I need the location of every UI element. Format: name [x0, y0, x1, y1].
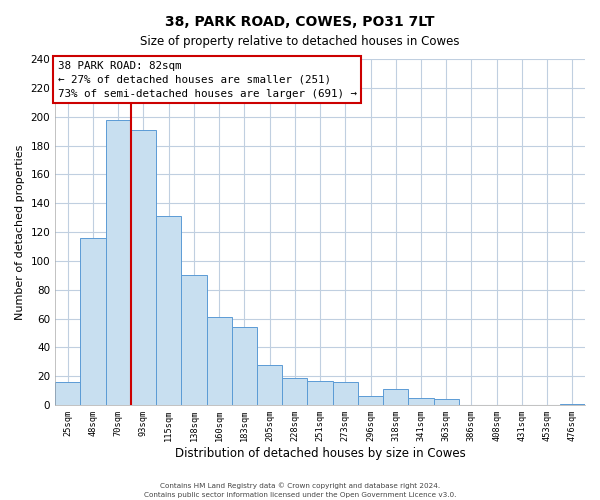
Text: 38, PARK ROAD, COWES, PO31 7LT: 38, PARK ROAD, COWES, PO31 7LT [165, 15, 435, 29]
Text: Contains HM Land Registry data © Crown copyright and database right 2024.
Contai: Contains HM Land Registry data © Crown c… [144, 482, 456, 498]
Text: Size of property relative to detached houses in Cowes: Size of property relative to detached ho… [140, 35, 460, 48]
Bar [131, 130, 156, 405]
Bar [434, 400, 459, 405]
Bar [332, 382, 358, 405]
Bar [383, 389, 409, 405]
Bar [106, 120, 131, 405]
Y-axis label: Number of detached properties: Number of detached properties [15, 144, 25, 320]
Bar [282, 378, 307, 405]
Bar [560, 404, 585, 405]
Bar [358, 396, 383, 405]
X-axis label: Distribution of detached houses by size in Cowes: Distribution of detached houses by size … [175, 447, 466, 460]
Bar [206, 317, 232, 405]
Bar [80, 238, 106, 405]
Bar [409, 398, 434, 405]
Bar [307, 380, 332, 405]
Bar [55, 382, 80, 405]
Text: 38 PARK ROAD: 82sqm
← 27% of detached houses are smaller (251)
73% of semi-detac: 38 PARK ROAD: 82sqm ← 27% of detached ho… [58, 60, 357, 98]
Bar [181, 276, 206, 405]
Bar [257, 364, 282, 405]
Bar [232, 327, 257, 405]
Bar [156, 216, 181, 405]
